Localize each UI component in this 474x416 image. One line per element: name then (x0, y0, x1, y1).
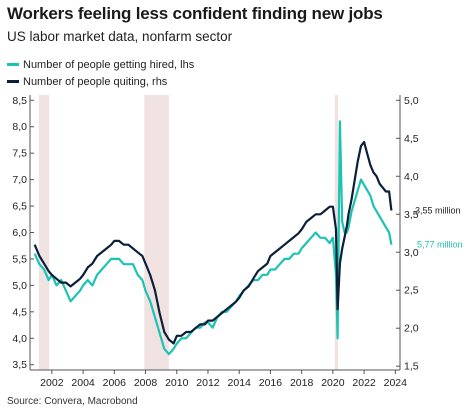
legend-item-quits: Number of people quiting, rhs (7, 73, 194, 90)
recession-band-1 (144, 95, 169, 370)
x-tick-label: 2002 (40, 377, 64, 389)
x-tick-label: 2018 (290, 377, 314, 389)
x-tick-label: 2024 (384, 377, 408, 389)
x-tick-label: 2020 (321, 377, 345, 389)
x-tick-label: 2008 (134, 377, 158, 389)
left-tick-label: 5,0 (12, 280, 27, 292)
x-tick-label: 2006 (103, 377, 127, 389)
left-tick-label: 7,0 (12, 174, 27, 186)
chart-subtitle: US labor market data, nonfarm sector (7, 29, 233, 44)
legend-swatch-hired (7, 63, 19, 66)
right-tick-label: 2,0 (404, 323, 419, 335)
x-tick-label: 2004 (71, 377, 95, 389)
x-tick-label: 2016 (259, 377, 283, 389)
x-tick-label: 2022 (352, 377, 376, 389)
quits-line (33, 141, 393, 345)
left-tick-label: 7,5 (12, 148, 27, 160)
right-tick-label: 3,0 (404, 247, 419, 259)
right-tick-label: 1,5 (404, 361, 419, 373)
left-tick-label: 8,5 (12, 95, 27, 107)
left-tick-label: 4,0 (12, 333, 27, 345)
right-tick-label: 5,0 (404, 95, 419, 107)
left-tick-label: 5,5 (12, 253, 27, 265)
legend: Number of people getting hired, lhs Numb… (7, 56, 194, 90)
legend-item-hired: Number of people getting hired, lhs (7, 56, 194, 73)
left-tick-label: 6,0 (12, 227, 27, 239)
recession-band-0 (38, 95, 50, 370)
quits-end-label: 3,55 million (415, 205, 461, 215)
left-tick-label: 6,5 (12, 201, 27, 213)
legend-label-quits: Number of people quiting, rhs (23, 75, 168, 88)
x-tick-label: 2012 (196, 377, 220, 389)
right-tick-label: 4,5 (404, 133, 419, 145)
end-labels: 5,77 million 3,55 million (415, 205, 463, 249)
series-lines (33, 120, 393, 356)
x-tick-label: 2010 (165, 377, 189, 389)
hired-end-label: 5,77 million (417, 240, 463, 250)
right-tick-label: 4,0 (404, 171, 419, 183)
x-tick-label: 2014 (228, 377, 252, 389)
chart-title: Workers feeling less confident finding n… (7, 4, 383, 23)
right-tick-label: 3,5 (404, 209, 419, 221)
right-tick-label: 2,5 (404, 285, 419, 297)
legend-swatch-quits (7, 80, 19, 83)
left-tick-label: 8,0 (12, 121, 27, 133)
left-tick-label: 3,5 (12, 359, 27, 371)
recession-shading (38, 95, 339, 370)
legend-label-hired: Number of people getting hired, lhs (23, 58, 195, 71)
left-tick-label: 4,5 (12, 306, 27, 318)
source-note: Source: Convera, Macrobond (7, 396, 138, 407)
axes: 3,5 4,0 4,5 5,0 5,5 6,0 6,5 7,0 7,5 8,0 8,5 1,5 2,0 2… (12, 95, 418, 389)
